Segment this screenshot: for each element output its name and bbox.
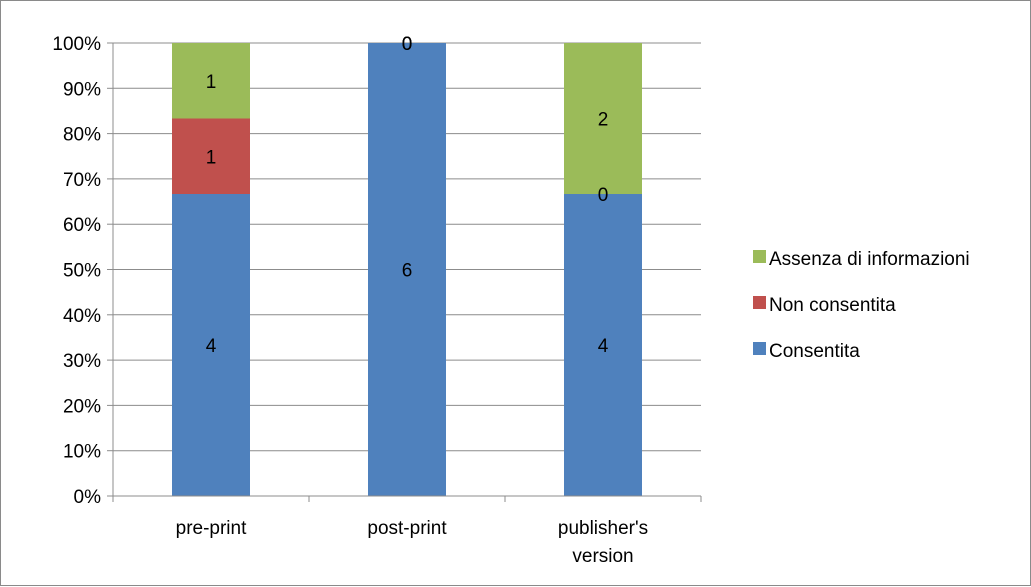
data-label: 4 (206, 336, 217, 357)
data-label: 4 (598, 336, 609, 357)
y-tick-label: 90% (63, 79, 101, 100)
legend-label: Consentita (769, 341, 860, 362)
x-tick-label: version (572, 546, 633, 567)
bar-segment (172, 118, 250, 194)
data-label: 1 (206, 72, 217, 93)
legend-swatch (753, 342, 766, 355)
bar-segment (172, 194, 250, 496)
y-tick-label: 100% (52, 34, 101, 55)
y-tick-label: 60% (63, 215, 101, 236)
data-label: 6 (402, 261, 413, 282)
y-tick-label: 50% (63, 261, 101, 282)
data-label: 1 (206, 147, 217, 168)
bar-segment (564, 194, 642, 496)
y-tick-label: 80% (63, 125, 101, 146)
legend-swatch (753, 296, 766, 309)
y-tick-label: 0% (74, 487, 102, 508)
x-tick-label: post-print (367, 518, 447, 539)
data-label: 0 (402, 34, 413, 55)
legend-label: Assenza di informazioni (769, 249, 970, 270)
y-tick-label: 70% (63, 170, 101, 191)
legend-swatch (753, 250, 766, 263)
y-tick-label: 30% (63, 351, 101, 372)
bar-segment (564, 43, 642, 194)
y-tick-label: 20% (63, 396, 101, 417)
x-tick-label: pre-print (176, 518, 247, 539)
x-tick-label: publisher's (558, 518, 648, 539)
data-label: 0 (598, 185, 609, 206)
data-label: 0 (402, 34, 413, 55)
data-label: 2 (598, 110, 609, 131)
y-tick-label: 10% (63, 442, 101, 463)
bar-segment (172, 43, 250, 119)
legend-label: Non consentita (769, 295, 896, 316)
y-tick-label: 40% (63, 306, 101, 327)
bar-segment (368, 43, 446, 496)
